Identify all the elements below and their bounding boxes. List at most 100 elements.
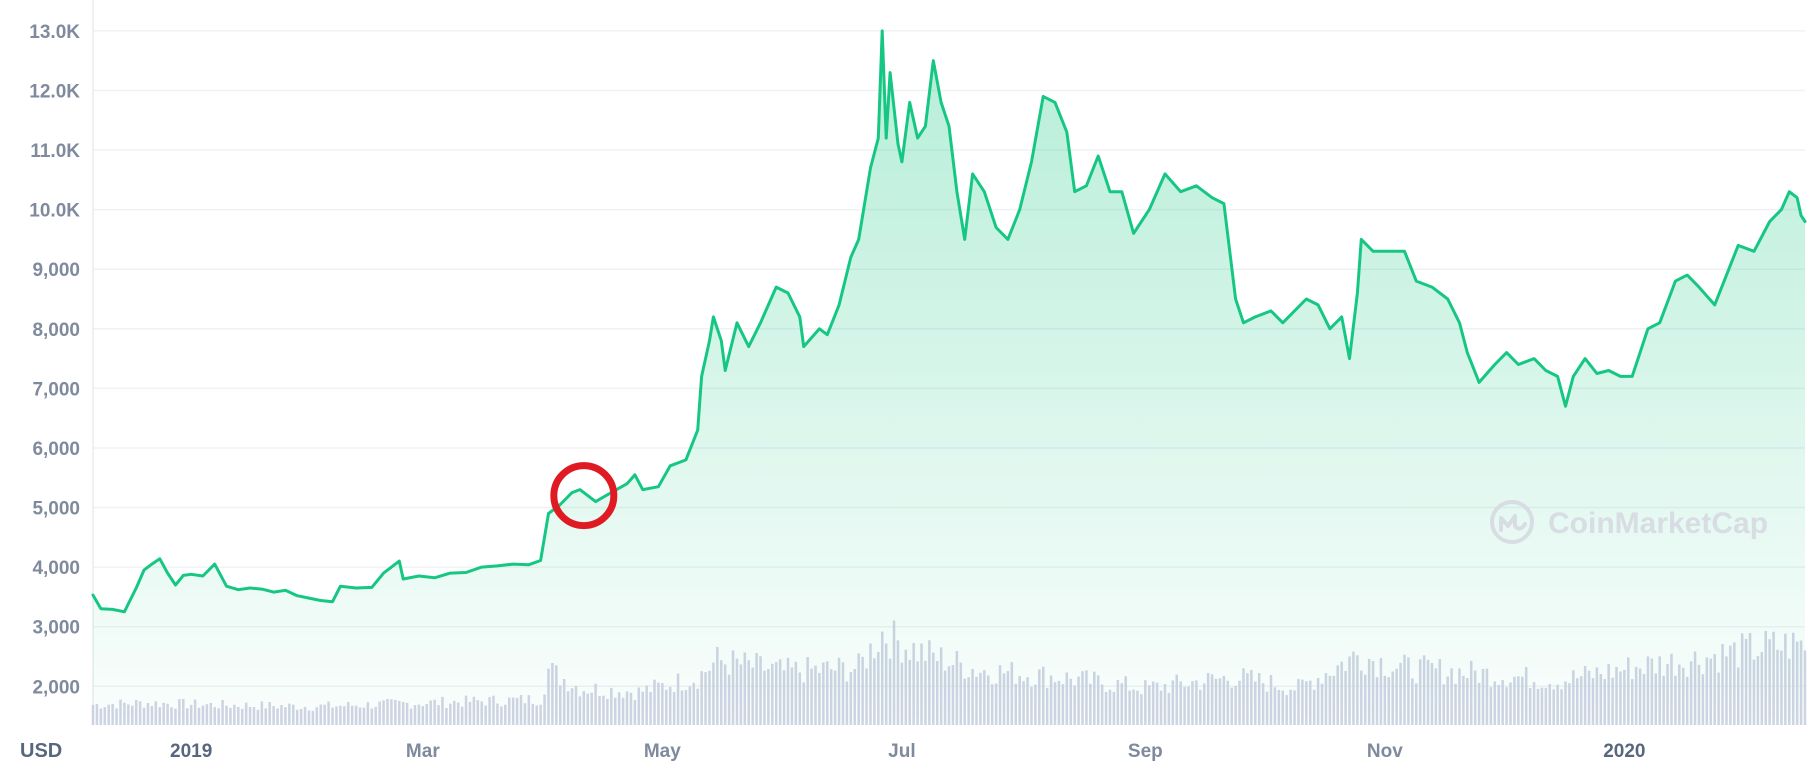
coinmarketcap-watermark: CoinMarketCap (1490, 500, 1768, 544)
price-point (720, 339, 723, 342)
price-point (1234, 297, 1237, 300)
y-tick-label: 11.0K (30, 141, 80, 162)
price-point (1737, 244, 1740, 247)
price-point (1097, 154, 1100, 157)
price-point (1108, 190, 1111, 193)
price-point (1505, 351, 1508, 354)
price-point (633, 473, 636, 476)
price-point (940, 101, 943, 104)
price-point (849, 256, 852, 259)
price-point (1163, 172, 1166, 175)
price-point (190, 573, 193, 576)
price-point (735, 321, 738, 324)
y-tick-label: 13.0K (29, 22, 80, 43)
price-point (1517, 363, 1520, 366)
price-point (995, 226, 998, 229)
price-point (225, 585, 228, 588)
price-point (1725, 274, 1728, 277)
price-point (877, 137, 880, 140)
price-point (1446, 297, 1449, 300)
price-point (539, 559, 542, 562)
price-point (1595, 372, 1598, 375)
price-point (1780, 208, 1783, 211)
price-point (111, 608, 114, 611)
price-point (900, 160, 903, 163)
price-point (512, 563, 515, 566)
price-point (1403, 250, 1406, 253)
price-point (571, 491, 574, 494)
price-point (1458, 321, 1461, 324)
price-point (1430, 286, 1433, 289)
x-tick-label: Mar (406, 741, 440, 762)
price-point (1556, 375, 1559, 378)
price-point (449, 572, 452, 575)
price-point (924, 125, 927, 128)
price-point (1120, 190, 1123, 193)
price-point (496, 564, 499, 567)
y-tick-label: 2,000 (32, 677, 80, 698)
price-point (1054, 101, 1057, 104)
price-point (331, 600, 334, 603)
price-point (1293, 309, 1296, 312)
y-axis-ticks: 2,000 3,000 4,000 5,000 6,000 7,000 8,000 9,000… (29, 22, 80, 698)
price-point (201, 575, 204, 578)
price-point (1317, 303, 1320, 306)
price-point (1713, 303, 1716, 306)
price-point (398, 560, 401, 563)
price-point (1195, 184, 1198, 187)
price-point (92, 594, 95, 597)
price-point (1796, 196, 1799, 199)
price-point (724, 369, 727, 372)
price-point (1018, 208, 1021, 211)
price-point (1584, 357, 1587, 360)
price-point (402, 578, 405, 581)
price-point (158, 557, 161, 560)
price-point (1768, 220, 1771, 223)
price-point (787, 292, 790, 295)
price-point (272, 591, 275, 594)
price-point (1348, 357, 1351, 360)
price-point (1305, 297, 1308, 300)
price-point (1132, 232, 1135, 235)
price-point (1073, 190, 1076, 193)
price-point (1686, 274, 1689, 277)
price-point (1085, 184, 1088, 187)
price-point (696, 429, 699, 432)
price-point (1631, 375, 1634, 378)
price-point (547, 512, 550, 515)
price-point (1360, 238, 1363, 241)
price-point (775, 286, 778, 289)
price-point (1372, 250, 1375, 253)
price-point (1179, 190, 1182, 193)
price-point (1658, 321, 1661, 324)
price-point (818, 327, 821, 330)
price-point (1328, 327, 1331, 330)
price-point (355, 586, 358, 589)
y-tick-label: 9,000 (32, 260, 80, 281)
price-point (1415, 280, 1418, 283)
price-point (1242, 321, 1245, 324)
price-point (1356, 292, 1359, 295)
y-tick-label: 8,000 (32, 320, 80, 341)
price-point (284, 589, 287, 592)
price-point (1674, 280, 1677, 283)
x-tick-label: May (644, 741, 681, 762)
price-point (319, 599, 322, 602)
watermark-text: CoinMarketCap (1548, 507, 1768, 540)
price-line (91, 29, 1807, 614)
highlight-circle (550, 462, 618, 530)
price-point (1030, 160, 1033, 163)
price-point (135, 586, 138, 589)
x-tick-label: Jul (888, 741, 915, 762)
price-point (182, 574, 185, 577)
price-point (433, 576, 436, 579)
price-point (1697, 286, 1700, 289)
price-point (896, 143, 899, 146)
price-point (417, 575, 420, 578)
price-point (465, 571, 468, 574)
price-point (307, 597, 310, 600)
x-axis-ticks: 2019 Mar May Jul Sep Nov 2020 (170, 741, 1645, 762)
price-point (708, 339, 711, 342)
price-point (237, 588, 240, 591)
price-point (712, 315, 715, 318)
